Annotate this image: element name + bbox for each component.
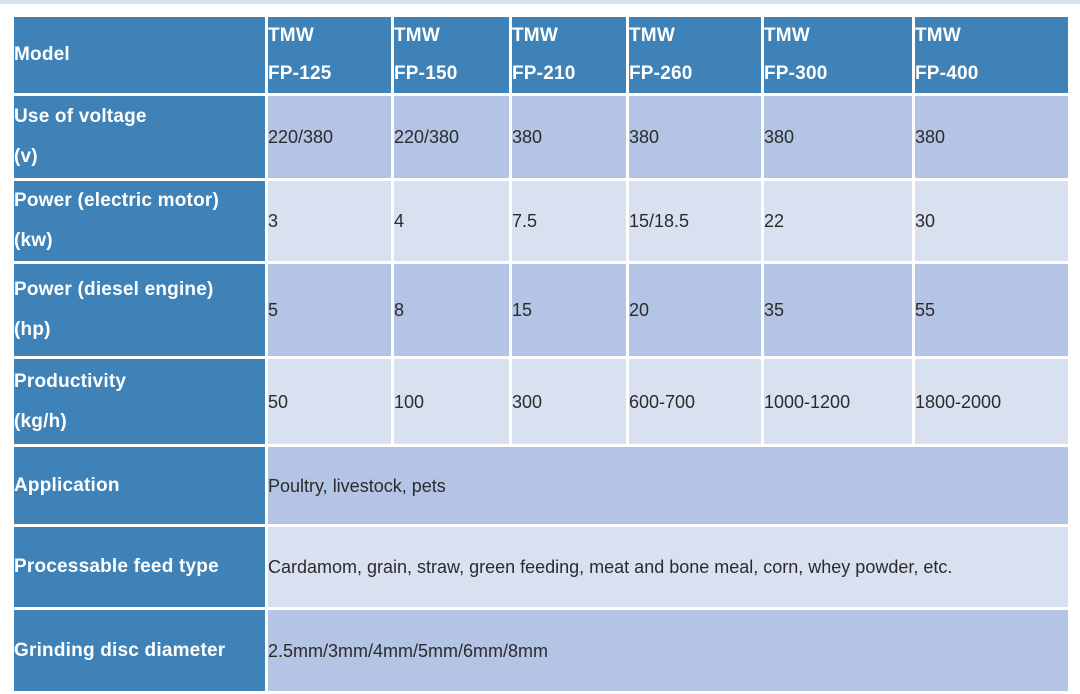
row-label-grinding-disc: Grinding disc diameter — [11, 607, 268, 694]
application-value: Poultry, livestock, pets — [265, 444, 1071, 527]
voltage-fp150: 220/380 — [391, 93, 512, 181]
power-diesel-fp210: 15 — [509, 261, 629, 359]
power-electric-fp260: 15/18.5 — [626, 178, 764, 264]
row-power-electric: Power (electric motor) (kw) 3 4 7.5 15/1… — [11, 178, 1071, 264]
column-header-fp210: TMW FP-210 — [509, 14, 629, 96]
power-electric-fp125: 3 — [265, 178, 394, 264]
column-header-fp260: TMW FP-260 — [626, 14, 764, 96]
power-electric-fp300: 22 — [761, 178, 915, 264]
row-voltage: Use of voltage (v) 220/380 220/380 380 3… — [11, 93, 1071, 181]
productivity-fp400: 1800-2000 — [912, 356, 1071, 447]
row-productivity: Productivity (kg/h) 50 100 300 600-700 1… — [11, 356, 1071, 447]
row-label-application: Application — [11, 444, 268, 527]
column-header-fp150: TMW FP-150 — [391, 14, 512, 96]
productivity-fp260: 600-700 — [626, 356, 764, 447]
header-model-label: Model — [11, 14, 268, 96]
row-grinding-disc: Grinding disc diameter 2.5mm/3mm/4mm/5mm… — [11, 607, 1071, 694]
column-header-fp125: TMW FP-125 — [265, 14, 394, 96]
row-feed-type: Processable feed type Cardamom, grain, s… — [11, 524, 1071, 610]
feed-type-value: Cardamom, grain, straw, green feeding, m… — [265, 524, 1071, 610]
power-diesel-fp150: 8 — [391, 261, 512, 359]
power-electric-fp150: 4 — [391, 178, 512, 264]
row-label-feed-type: Processable feed type — [11, 524, 268, 610]
power-diesel-fp260: 20 — [626, 261, 764, 359]
row-application: Application Poultry, livestock, pets — [11, 444, 1071, 527]
power-diesel-fp400: 55 — [912, 261, 1071, 359]
voltage-fp260: 380 — [626, 93, 764, 181]
column-header-fp300: TMW FP-300 — [761, 14, 915, 96]
row-label-power-diesel: Power (diesel engine) (hp) — [11, 261, 268, 359]
voltage-fp125: 220/380 — [265, 93, 394, 181]
voltage-fp300: 380 — [761, 93, 915, 181]
grinding-disc-value: 2.5mm/3mm/4mm/5mm/6mm/8mm — [265, 607, 1071, 694]
voltage-fp400: 380 — [912, 93, 1071, 181]
table-header-row: Model TMW FP-125 TMW FP-150 TMW FP-210 T… — [11, 14, 1071, 96]
productivity-fp150: 100 — [391, 356, 512, 447]
power-electric-fp210: 7.5 — [509, 178, 629, 264]
row-label-power-electric: Power (electric motor) (kw) — [11, 178, 268, 264]
power-diesel-fp125: 5 — [265, 261, 394, 359]
productivity-fp300: 1000-1200 — [761, 356, 915, 447]
productivity-fp125: 50 — [265, 356, 394, 447]
top-edge-strip — [0, 0, 1080, 4]
row-power-diesel: Power (diesel engine) (hp) 5 8 15 20 35 … — [11, 261, 1071, 359]
column-header-fp400: TMW FP-400 — [912, 14, 1071, 96]
row-label-voltage: Use of voltage (v) — [11, 93, 268, 181]
row-label-productivity: Productivity (kg/h) — [11, 356, 268, 447]
productivity-fp210: 300 — [509, 356, 629, 447]
power-diesel-fp300: 35 — [761, 261, 915, 359]
header-model-text: Model — [14, 44, 70, 65]
spec-table: Model TMW FP-125 TMW FP-150 TMW FP-210 T… — [11, 14, 1071, 694]
voltage-fp210: 380 — [509, 93, 629, 181]
power-electric-fp400: 30 — [912, 178, 1071, 264]
